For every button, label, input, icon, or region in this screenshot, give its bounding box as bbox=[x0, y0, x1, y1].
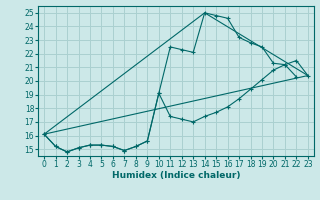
X-axis label: Humidex (Indice chaleur): Humidex (Indice chaleur) bbox=[112, 171, 240, 180]
